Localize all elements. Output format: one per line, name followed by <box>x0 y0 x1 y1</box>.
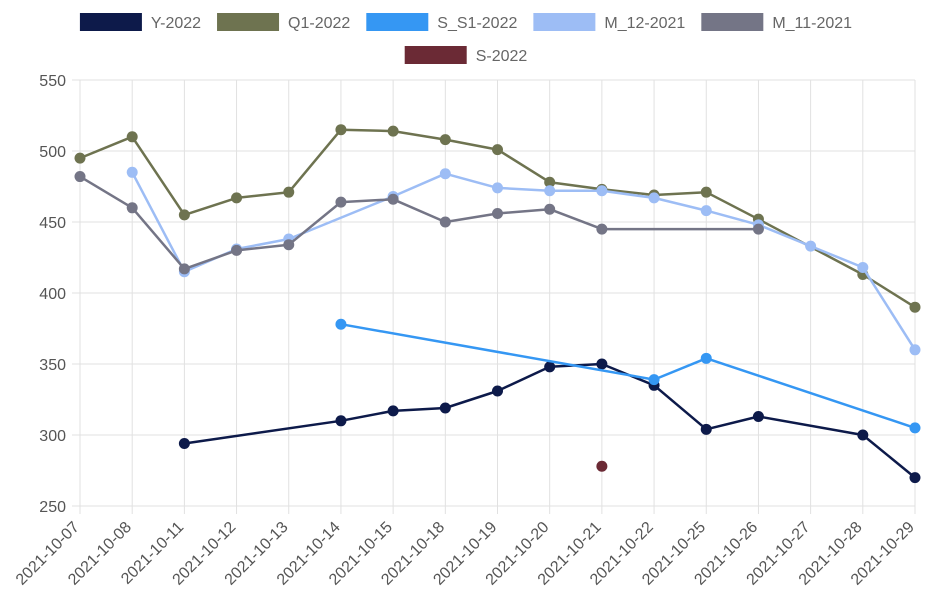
data-point <box>752 411 764 423</box>
data-point <box>909 344 921 356</box>
grid <box>72 79 916 514</box>
data-point <box>544 176 556 188</box>
data-point <box>700 205 712 217</box>
data-point <box>439 216 451 228</box>
series-layer <box>74 124 921 484</box>
data-point <box>544 185 556 197</box>
data-point <box>74 171 86 183</box>
data-point <box>283 239 295 251</box>
legend-item: M_12-2021 <box>533 13 685 32</box>
series-line <box>131 171 917 351</box>
data-point <box>178 438 190 450</box>
data-point <box>544 203 556 215</box>
data-point <box>335 196 347 208</box>
y-axis: 250 300 350 400 450 500 550 <box>39 73 66 516</box>
data-point <box>335 415 347 427</box>
data-point <box>387 125 399 137</box>
data-point <box>126 166 138 178</box>
legend-item: S-2022 <box>404 46 528 65</box>
series-line <box>79 128 916 309</box>
series-line <box>340 322 916 430</box>
data-point <box>857 261 869 273</box>
data-point <box>231 192 243 204</box>
legend-swatch <box>533 13 596 31</box>
data-point <box>126 202 138 214</box>
data-point <box>387 193 399 205</box>
legend: Y-2022 Q1-2022 S_S1-2022 M_12-2021 M_11-2021… <box>79 13 852 65</box>
x-axis: 2021-10-072021-10-082021-10-112021-10-12… <box>13 519 918 589</box>
y-tick-label: 450 <box>39 215 66 232</box>
data-point <box>700 423 712 435</box>
legend-swatch <box>404 46 467 64</box>
legend-item: Y-2022 <box>79 13 201 32</box>
series-line <box>79 175 759 271</box>
data-point <box>857 429 869 441</box>
y-tick-label: 350 <box>39 357 66 374</box>
data-point <box>335 318 347 330</box>
data-point <box>492 182 503 194</box>
data-point <box>492 385 503 397</box>
y-tick-label: 550 <box>39 73 66 90</box>
data-point <box>74 152 86 164</box>
data-point <box>596 358 608 370</box>
data-point <box>335 124 347 136</box>
legend-item: M_11-2021 <box>701 13 852 32</box>
data-point <box>700 186 712 198</box>
data-point <box>439 134 451 146</box>
y-tick-label: 300 <box>39 428 66 445</box>
legend-label: S-2022 <box>476 48 528 65</box>
data-point <box>805 240 817 252</box>
data-point <box>909 422 921 434</box>
data-point <box>596 185 608 197</box>
legend-swatch <box>701 13 764 31</box>
data-point <box>178 263 190 275</box>
data-point <box>439 402 451 414</box>
data-point <box>648 374 660 386</box>
legend-label: M_11-2021 <box>772 15 852 32</box>
data-point <box>596 460 608 472</box>
data-point <box>909 301 921 313</box>
data-point <box>492 144 503 156</box>
data-point <box>439 168 451 180</box>
data-point <box>283 186 295 198</box>
legend-label: Y-2022 <box>151 15 201 32</box>
legend-item: S_S1-2022 <box>366 13 517 32</box>
data-point <box>126 131 138 143</box>
legend-swatch <box>79 13 142 31</box>
y-tick-label: 400 <box>39 286 66 303</box>
data-point <box>387 405 399 417</box>
data-point <box>909 472 921 484</box>
data-point <box>231 244 243 256</box>
data-point <box>492 207 503 219</box>
legend-swatch <box>366 13 429 31</box>
data-point <box>178 209 190 221</box>
data-point <box>544 361 556 373</box>
data-point <box>700 352 712 364</box>
legend-label: Q1-2022 <box>288 15 350 32</box>
legend-item: Q1-2022 <box>217 13 350 32</box>
y-tick-label: 250 <box>39 499 66 516</box>
data-point <box>648 192 660 204</box>
data-point <box>752 223 764 235</box>
y-tick-label: 500 <box>39 144 66 161</box>
legend-label: M_12-2021 <box>604 15 685 32</box>
legend-label: S_S1-2022 <box>437 15 517 32</box>
legend-swatch <box>217 13 280 31</box>
data-point <box>596 223 608 235</box>
